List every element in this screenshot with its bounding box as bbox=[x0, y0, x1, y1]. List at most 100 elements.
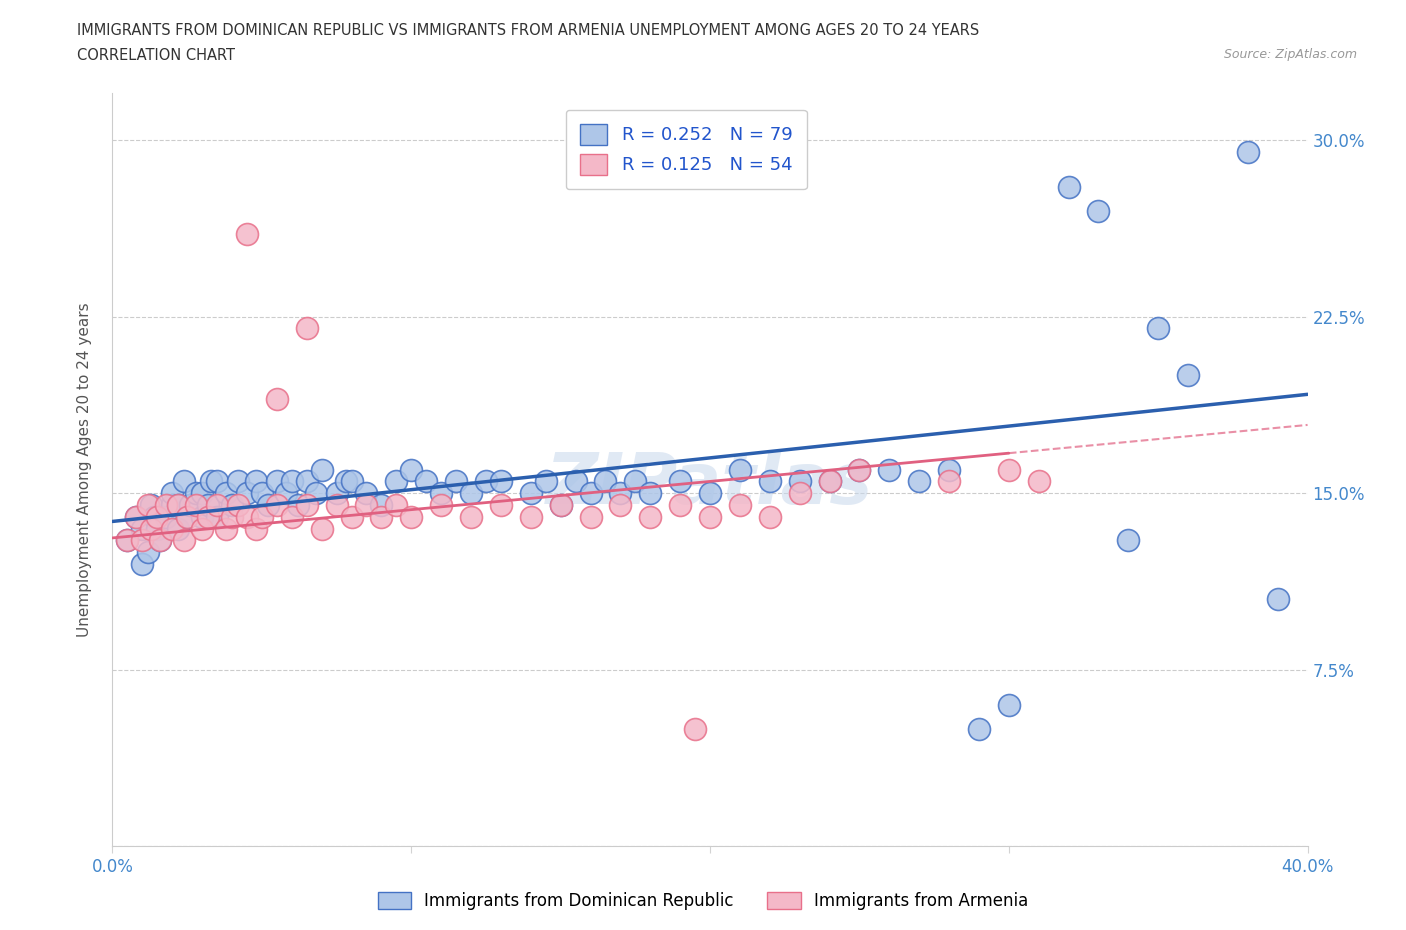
Point bbox=[998, 462, 1021, 477]
Point bbox=[520, 485, 543, 500]
Point bbox=[186, 485, 208, 500]
Point bbox=[266, 498, 288, 512]
Point bbox=[141, 521, 163, 536]
Point bbox=[205, 474, 228, 489]
Point bbox=[683, 721, 706, 736]
Point bbox=[385, 498, 408, 512]
Point bbox=[146, 521, 169, 536]
Point bbox=[281, 474, 304, 489]
Point bbox=[356, 485, 378, 500]
Point bbox=[197, 498, 219, 512]
Point bbox=[191, 521, 214, 536]
Point bbox=[475, 474, 498, 489]
Point bbox=[550, 498, 572, 512]
Point bbox=[295, 474, 318, 489]
Point bbox=[640, 485, 662, 500]
Point bbox=[257, 498, 280, 512]
Point bbox=[162, 485, 183, 500]
Point bbox=[340, 510, 363, 525]
Point bbox=[401, 510, 423, 525]
Point bbox=[938, 474, 960, 489]
Point bbox=[236, 485, 259, 500]
Point bbox=[699, 485, 721, 500]
Y-axis label: Unemployment Among Ages 20 to 24 years: Unemployment Among Ages 20 to 24 years bbox=[77, 302, 91, 637]
Point bbox=[1118, 533, 1140, 548]
Point bbox=[131, 521, 153, 536]
Text: IMMIGRANTS FROM DOMINICAN REPUBLIC VS IMMIGRANTS FROM ARMENIA UNEMPLOYMENT AMONG: IMMIGRANTS FROM DOMINICAN REPUBLIC VS IM… bbox=[77, 23, 980, 38]
Point bbox=[520, 510, 543, 525]
Text: Source: ZipAtlas.com: Source: ZipAtlas.com bbox=[1223, 48, 1357, 61]
Point bbox=[176, 510, 198, 525]
Point bbox=[609, 485, 631, 500]
Point bbox=[489, 474, 512, 489]
Point bbox=[245, 521, 267, 536]
Legend: Immigrants from Dominican Republic, Immigrants from Armenia: Immigrants from Dominican Republic, Immi… bbox=[371, 885, 1035, 917]
Point bbox=[534, 474, 557, 489]
Point bbox=[226, 474, 249, 489]
Point bbox=[197, 510, 219, 525]
Point bbox=[370, 510, 392, 525]
Point bbox=[385, 474, 408, 489]
Point bbox=[205, 498, 228, 512]
Point bbox=[489, 498, 512, 512]
Point bbox=[305, 485, 328, 500]
Point bbox=[669, 498, 692, 512]
Point bbox=[281, 510, 304, 525]
Point bbox=[595, 474, 617, 489]
Point bbox=[609, 498, 631, 512]
Point bbox=[162, 498, 183, 512]
Point bbox=[356, 498, 378, 512]
Point bbox=[226, 498, 249, 512]
Point bbox=[146, 510, 169, 525]
Point bbox=[143, 510, 166, 525]
Point bbox=[191, 510, 214, 525]
Point bbox=[1147, 321, 1170, 336]
Point bbox=[908, 474, 931, 489]
Point bbox=[250, 485, 273, 500]
Point bbox=[879, 462, 901, 477]
Point bbox=[415, 474, 437, 489]
Point bbox=[221, 498, 243, 512]
Point bbox=[167, 498, 190, 512]
Point bbox=[236, 227, 259, 242]
Point bbox=[669, 474, 692, 489]
Point bbox=[125, 510, 148, 525]
Point bbox=[1237, 144, 1260, 159]
Point bbox=[624, 474, 647, 489]
Point bbox=[173, 533, 195, 548]
Point bbox=[295, 498, 318, 512]
Point bbox=[325, 485, 347, 500]
Point bbox=[155, 498, 177, 512]
Point bbox=[167, 521, 190, 536]
Point bbox=[155, 510, 177, 525]
Point bbox=[789, 474, 811, 489]
Point bbox=[460, 485, 482, 500]
Point bbox=[266, 392, 288, 406]
Point bbox=[191, 485, 214, 500]
Point bbox=[266, 474, 288, 489]
Point bbox=[287, 498, 309, 512]
Point bbox=[138, 545, 160, 560]
Point bbox=[430, 485, 453, 500]
Point bbox=[325, 498, 347, 512]
Point bbox=[131, 556, 153, 571]
Point bbox=[149, 533, 172, 548]
Point bbox=[759, 474, 782, 489]
Point bbox=[117, 533, 139, 548]
Point bbox=[938, 462, 960, 477]
Point bbox=[1057, 179, 1080, 194]
Point bbox=[162, 521, 183, 536]
Point bbox=[186, 498, 208, 512]
Point bbox=[179, 498, 201, 512]
Point bbox=[141, 498, 163, 512]
Point bbox=[1087, 204, 1109, 219]
Point bbox=[579, 510, 602, 525]
Point bbox=[215, 521, 238, 536]
Point bbox=[370, 498, 392, 512]
Point bbox=[340, 474, 363, 489]
Point bbox=[335, 474, 357, 489]
Point bbox=[311, 462, 333, 477]
Point bbox=[640, 510, 662, 525]
Point bbox=[274, 485, 297, 500]
Point bbox=[173, 474, 195, 489]
